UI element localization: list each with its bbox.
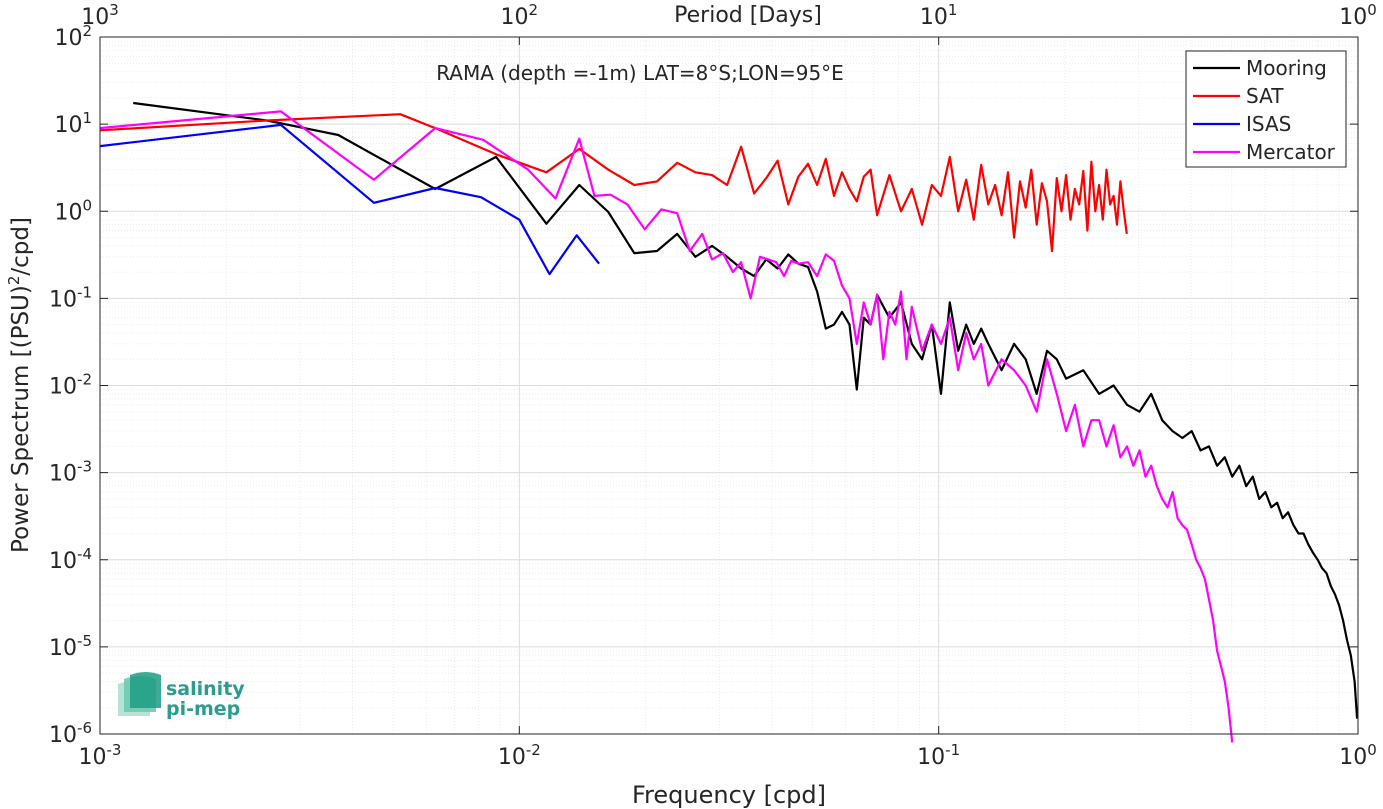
top-tick-label: 101 — [920, 1, 958, 30]
y-tick-label: 10-2 — [49, 371, 92, 400]
y-axis-label: Power Spectrum [(PSU)2/cpd] — [5, 217, 34, 553]
legend-label-mercator: Mercator — [1246, 140, 1336, 164]
legend: Mooring SAT ISAS Mercator — [1185, 50, 1347, 168]
series-layer — [99, 101, 1359, 743]
series-line-isas — [99, 123, 600, 276]
legend-label-sat: SAT — [1246, 84, 1284, 108]
salinity-pi-mep-logo: salinity pi-mep — [118, 672, 245, 720]
logo-text-pi-mep: pi-mep — [166, 698, 240, 720]
y-tick-label: 10-5 — [49, 632, 92, 661]
logo-text-salinity: salinity — [166, 678, 245, 700]
x-tick-label: 10-3 — [79, 741, 122, 770]
y-tick-label: 10-3 — [49, 458, 92, 487]
top-tick-label: 102 — [501, 1, 539, 30]
y-tick-label: 10-6 — [49, 719, 92, 748]
y-axis-label-tail: /cpd] — [8, 217, 34, 276]
top-axis-label: Period [Days] — [674, 3, 822, 28]
y-tick-label: 10-1 — [49, 283, 92, 312]
y-tick-label: 10-4 — [49, 545, 92, 574]
series-line-mooring — [133, 101, 1359, 719]
x-axis-label: Frequency [cpd] — [632, 781, 826, 809]
chart-title: RAMA (depth =-1m) LAT=8°S;LON=95°E — [436, 61, 844, 85]
series-line-sat — [99, 113, 1128, 253]
legend-label-isas: ISAS — [1246, 112, 1291, 136]
x-tick-label: 10-1 — [917, 741, 960, 770]
top-tick-label: 100 — [1339, 1, 1377, 30]
logo-emblem-icon — [118, 672, 161, 716]
y-tick-label: 102 — [54, 22, 92, 51]
series-line-mercator — [99, 110, 1234, 743]
legend-box — [1185, 50, 1347, 168]
x-tick-label: 100 — [1339, 741, 1377, 770]
y-axis-label-exponent: 2 — [5, 276, 23, 286]
y-axis-label-main: Power Spectrum [(PSU) — [8, 285, 34, 553]
x-tick-label: 10-2 — [498, 741, 541, 770]
y-tick-label: 100 — [54, 196, 92, 225]
grid — [99, 37, 1358, 735]
legend-label-mooring: Mooring — [1246, 56, 1327, 80]
y-tick-label: 101 — [54, 109, 92, 138]
top-tick-label: 103 — [81, 1, 119, 30]
